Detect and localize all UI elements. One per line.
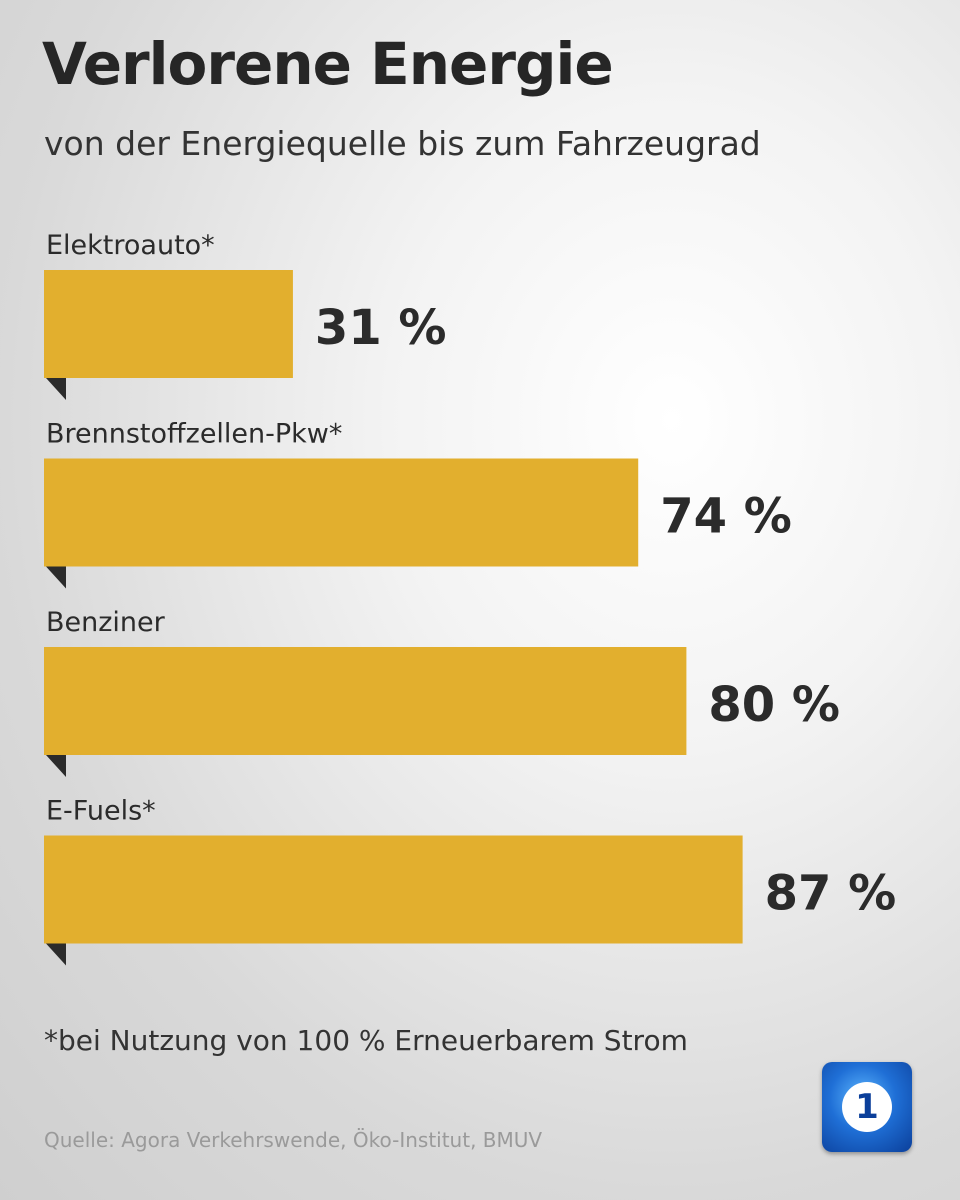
bar: [44, 458, 639, 567]
category-label: E-Fuels*: [46, 796, 156, 827]
chart-subtitle: von der Energiequelle bis zum Fahrzeugra…: [44, 124, 761, 163]
bar: [44, 270, 293, 378]
source-note: Quelle: Agora Verkehrswende, Öko-Institu…: [44, 1128, 543, 1152]
tagesschau-logo-icon: 1: [822, 1062, 912, 1152]
bar-tab-marker: [46, 566, 66, 589]
bar-tab-marker: [46, 378, 66, 400]
value-label: 74 %: [660, 489, 792, 545]
bar-tab-marker: [46, 943, 66, 966]
bar-tab-marker: [46, 755, 66, 777]
category-label: Brennstoffzellen-Pkw*: [46, 419, 342, 450]
bar: [44, 647, 687, 755]
category-label: Benziner: [46, 607, 166, 638]
bar: [44, 835, 743, 944]
value-label: 80 %: [708, 677, 840, 733]
bar-chart: Elektroauto* 31 % Brennstoffzellen-Pkw* 74 …: [44, 230, 897, 966]
footnote: *bei Nutzung von 100 % Erneuerbarem Stro…: [44, 1024, 688, 1057]
value-label: 31 %: [315, 300, 447, 356]
category-label: Elektroauto*: [46, 230, 215, 261]
chart-title: Verlorene Energie: [42, 30, 614, 98]
value-label: 87 %: [765, 866, 897, 922]
logo-glyph: 1: [842, 1082, 892, 1132]
